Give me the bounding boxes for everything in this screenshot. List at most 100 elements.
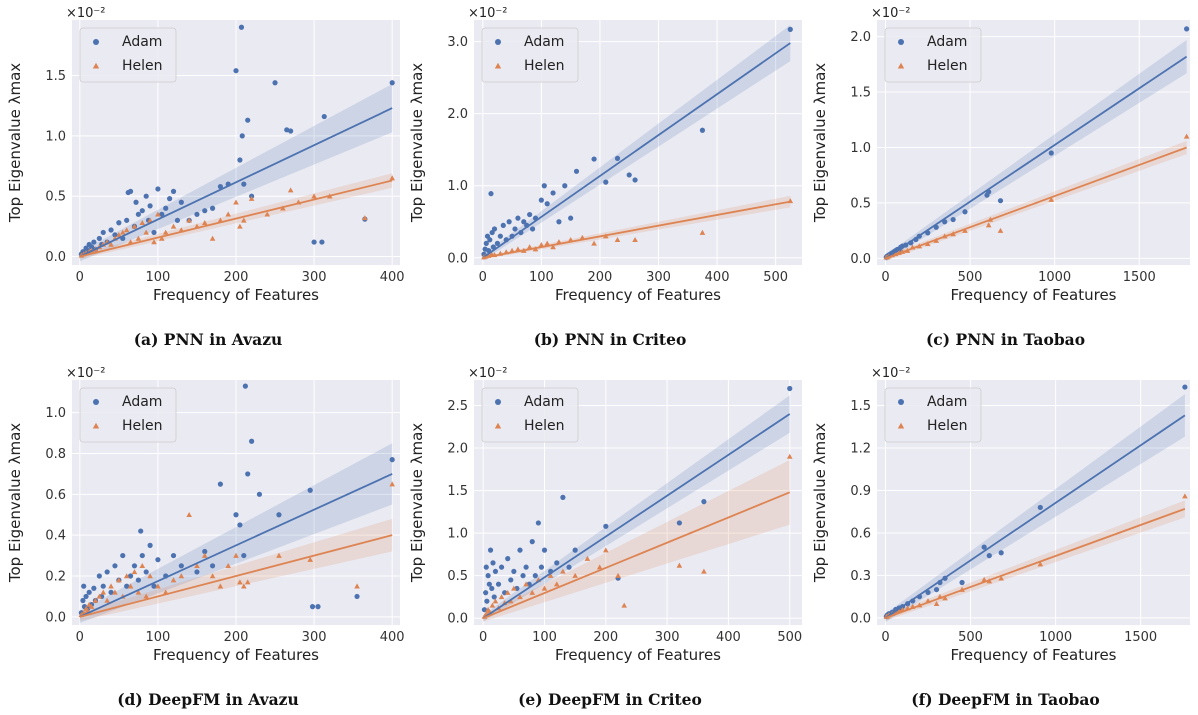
x-tick-label: 1500 (1124, 630, 1157, 645)
point-adam (120, 552, 126, 559)
point-adam (489, 585, 495, 592)
point-adam (209, 205, 216, 211)
x-tick-label: 200 (593, 630, 618, 645)
point-adam (554, 560, 560, 566)
x-tick-label: 100 (145, 630, 170, 645)
point-helen (186, 217, 192, 223)
point-helen (572, 572, 578, 578)
point-adam (100, 583, 106, 589)
point-adam (104, 569, 110, 575)
x-tick-label: 500 (777, 630, 802, 645)
point-adam (272, 80, 278, 86)
legend-label-helen: Helen (927, 58, 968, 74)
point-adam (151, 229, 157, 236)
point-adam (512, 226, 518, 232)
point-adam (515, 215, 521, 221)
point-adam (933, 586, 940, 593)
point-helen (786, 453, 793, 459)
legend: Adam Helen (884, 387, 982, 443)
point-helen (276, 552, 282, 558)
x-tick-label: 300 (302, 630, 327, 645)
point-adam (309, 604, 316, 610)
point-helen (511, 585, 517, 591)
x-tick-label: 0 (479, 630, 487, 645)
point-helen (596, 564, 603, 570)
point-adam (138, 528, 144, 534)
legend-box (79, 387, 177, 443)
legend-marker-adam (93, 39, 99, 45)
point-helen (541, 585, 548, 591)
y-tick-label: 1.0 (45, 129, 66, 144)
y-tick-label: 2.0 (850, 30, 871, 45)
chart-panel-3: 0 500 1000 1500 0.0 0.5 1.0 1.5 2.0×10⁻² Frequenc… (811, 6, 1190, 349)
point-adam (560, 494, 566, 500)
point-helen (1048, 196, 1055, 202)
point-adam (498, 564, 505, 570)
x-tick-label: 0 (881, 630, 889, 645)
y-tick-label: 0.4 (45, 529, 66, 544)
point-adam (174, 217, 181, 223)
confidence-band-adam (79, 83, 393, 262)
point-adam (143, 193, 149, 199)
x-tick-label: 1500 (1123, 270, 1156, 285)
x-tick-label: 1000 (1038, 270, 1071, 285)
point-adam (116, 220, 122, 226)
legend-label-adam: Adam (122, 394, 162, 410)
point-adam (178, 563, 184, 569)
point-adam (135, 577, 141, 583)
point-adam (535, 520, 541, 526)
chart-panel-2: 0 100 200 300 400 500 0.0 1.0 2.0 3.0×10⁻² Frequen… (408, 6, 802, 349)
legend: Adam Helen (79, 387, 177, 443)
point-adam (490, 244, 496, 250)
y-tick-label: 1.5 (447, 484, 468, 499)
trend-line-helen (79, 534, 393, 618)
point-adam (508, 577, 514, 583)
point-helen (233, 199, 239, 205)
point-helen (1182, 493, 1188, 499)
y-axis-label: Top Eigenvalue λmax (6, 63, 24, 223)
panel-caption: (c) PNN in Taobao (926, 330, 1085, 349)
chart-panel-4: 0 100 200 300 400 0.0 0.2 0.4 0.6 0.8 1.0 ×10⁻² Freq… (6, 366, 405, 709)
point-helen (135, 235, 142, 241)
point-adam (603, 523, 609, 529)
point-adam (527, 211, 533, 218)
point-adam (124, 217, 130, 223)
point-helen (307, 556, 313, 562)
point-helen (201, 219, 208, 225)
panel-caption: (d) DeepFM in Avazu (117, 690, 299, 709)
point-helen (985, 222, 992, 228)
point-adam (541, 183, 547, 189)
point-helen (225, 562, 231, 569)
y-offset-label: ×10⁻² (871, 6, 911, 21)
point-helen (237, 223, 243, 229)
y-tick-label: 0.0 (45, 250, 66, 265)
point-adam (497, 233, 503, 239)
x-tick-label: 400 (380, 630, 405, 645)
point-helen (119, 229, 126, 235)
point-adam (256, 491, 263, 497)
legend-marker-adam (93, 399, 99, 405)
point-helen (998, 575, 1004, 581)
point-adam (591, 156, 597, 162)
point-adam (237, 522, 243, 528)
x-tick-label: 1000 (1039, 630, 1072, 645)
point-adam (492, 568, 499, 575)
point-helen (159, 235, 165, 241)
point-helen (538, 242, 545, 248)
x-tick-label: 0 (76, 630, 84, 645)
point-helen (560, 568, 566, 574)
point-helen (209, 573, 216, 579)
point-adam (127, 188, 134, 194)
y-tick-label: 1.0 (45, 406, 66, 421)
x-axis-label: Frequency of Features (951, 646, 1117, 664)
point-adam (112, 563, 118, 569)
legend-marker-helen (92, 62, 100, 69)
legend-marker-helen (92, 422, 100, 429)
point-adam (614, 155, 621, 161)
legend: Adam Helen (481, 387, 579, 443)
point-adam (491, 594, 497, 600)
point-helen (116, 577, 122, 583)
point-adam (155, 557, 161, 563)
x-tick-label: 0 (881, 270, 889, 285)
trend-line-adam (79, 107, 393, 258)
